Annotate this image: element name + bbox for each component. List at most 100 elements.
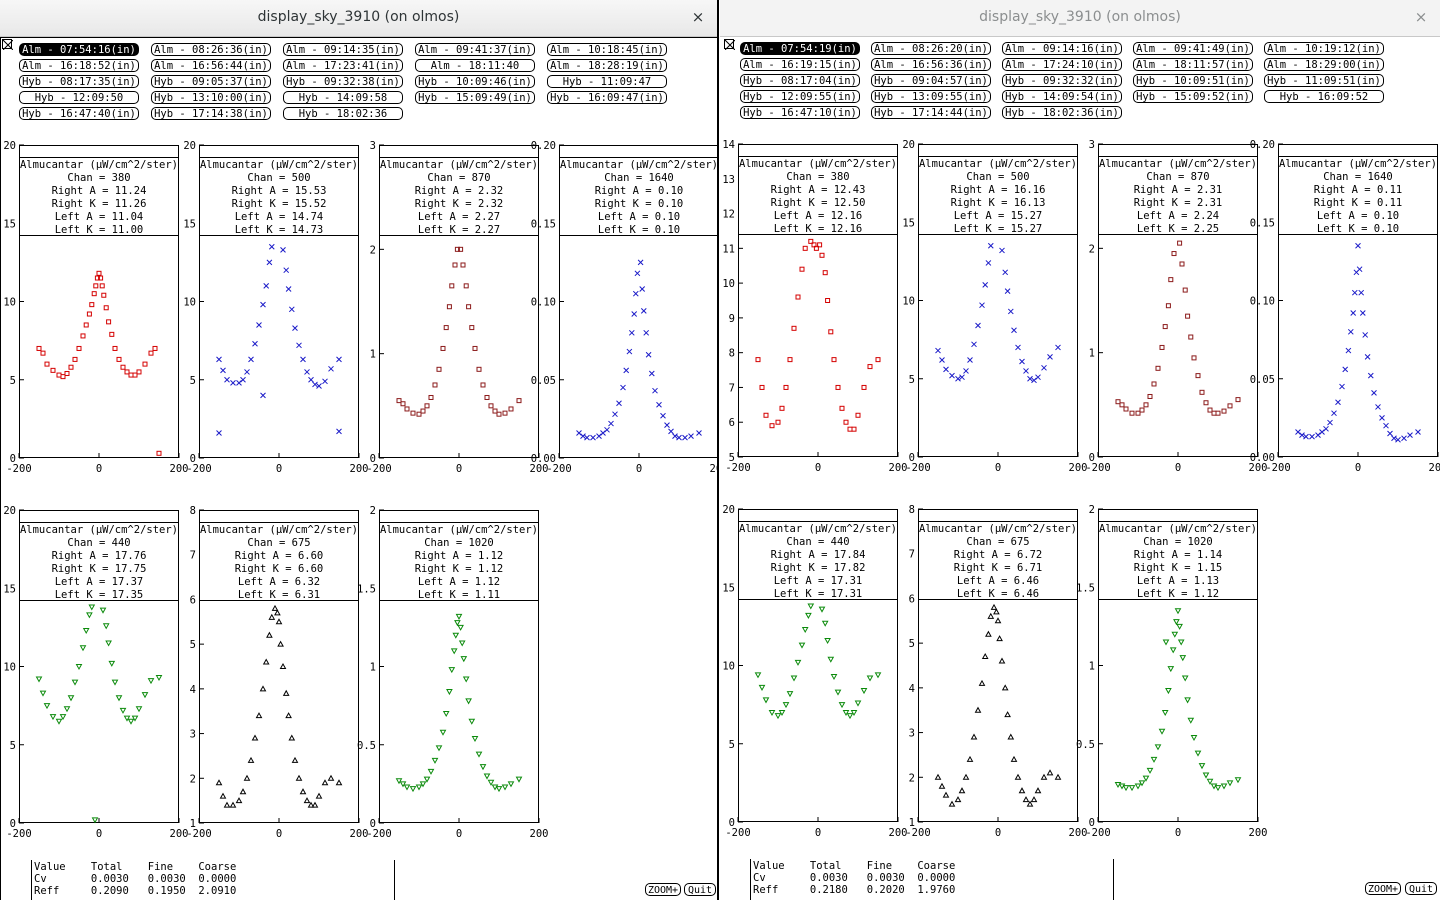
data-point <box>91 291 97 297</box>
quit-button[interactable]: Quit <box>684 883 716 896</box>
scatter-plot[interactable]: 20 15 10 5 0 -200 0 200 Almucantar (µW/cm^2/ster… <box>722 504 907 839</box>
data-point <box>982 281 989 288</box>
scan-button[interactable]: Alm - 16:56:36(in) <box>871 58 991 71</box>
scan-button[interactable]: Alm - 16:56:44(in) <box>151 59 271 72</box>
scan-button[interactable]: Hyb - 14:09:58 <box>283 91 403 104</box>
x-tick-label: 0 <box>995 827 1001 839</box>
legend-left-a: Left A = 1.13 <box>1137 575 1219 587</box>
scan-button[interactable]: Alm - 17:24:10(in) <box>1002 58 1122 71</box>
scan-button[interactable]: Hyb - 16:47:10(in) <box>740 106 860 119</box>
scan-button[interactable]: Hyb - 14:09:54(in) <box>1002 90 1122 103</box>
data-point <box>135 706 143 713</box>
scatter-plot[interactable]: 3 2 1 0 -200 0 200 Almucantar (µW/cm^2/ster) Cha… <box>366 140 548 475</box>
scan-button[interactable]: Alm - 18:11:57(in) <box>1133 58 1253 71</box>
scan-button[interactable]: Hyb - 09:04:57(in) <box>871 74 991 87</box>
legend-right-a: Right A = 2.31 <box>1134 184 1223 196</box>
scan-button[interactable]: Hyb - 18:02:36(in) <box>1002 106 1122 119</box>
legend-box <box>19 157 179 236</box>
scan-button[interactable]: Alm - 18:11:40 <box>415 59 535 72</box>
data-point <box>295 774 303 781</box>
y-tick-label: 5 <box>190 639 196 651</box>
scan-button[interactable]: Hyb - 16:09:47(in) <box>547 91 667 104</box>
scan-button[interactable]: Hyb - 12:09:50 <box>19 91 139 104</box>
scan-button[interactable]: Alm - 08:26:20(in) <box>871 42 991 55</box>
data-point <box>962 773 970 780</box>
scan-button[interactable]: Hyb - 09:32:32(in) <box>1002 74 1122 87</box>
scan-button[interactable]: Alm - 10:18:45(in) <box>547 43 667 56</box>
scan-button[interactable]: Alm - 16:19:15(in) <box>740 58 860 71</box>
scatter-plot[interactable]: 8 7 6 5 4 3 2 1 -200 0 200 Almucantar (µW/cm^2/ster… <box>186 505 368 840</box>
legend-label: Almucantar (µW/cm^2/ster) <box>1099 523 1257 535</box>
scan-button[interactable]: Hyb - 11:09:51(in) <box>1264 74 1384 87</box>
scan-button[interactable]: Hyb - 12:09:55(in) <box>740 90 860 103</box>
data-point <box>824 637 831 644</box>
scan-button[interactable]: Alm - 17:23:41(in) <box>283 59 403 72</box>
scan-button[interactable]: Hyb - 08:17:35(in) <box>19 75 139 88</box>
scan-button[interactable]: Alm - 18:29:00(in) <box>1264 58 1384 71</box>
scatter-plot[interactable]: 8 7 6 5 4 3 2 1 -200 0 200 Almucantar (µW/cm^2/ster… <box>905 504 1087 839</box>
scatter-plot[interactable]: 14 13 12 11 10 9 8 7 6 5 -200 0 200 Almucantar (µW/cm… <box>722 139 907 474</box>
stats-row-reff: Reff 0.2090 0.1950 2.0910 <box>34 885 237 897</box>
scatter-plot[interactable]: 20 15 10 5 0 -200 0 200 Almucantar (µW/cm^2/ster… <box>3 505 188 840</box>
data-point <box>974 706 982 713</box>
y-tick-label: 1.5 <box>357 583 376 595</box>
scan-button[interactable]: Hyb - 17:14:38(in) <box>151 107 271 120</box>
close-icon[interactable]: × <box>1414 8 1428 26</box>
scan-button[interactable]: Alm - 09:14:35(in) <box>283 43 403 56</box>
data-point <box>255 712 263 719</box>
scan-button[interactable]: Hyb - 08:17:04(in) <box>740 74 860 87</box>
stats-row-cv: Cv 0.0030 0.0030 0.0000 <box>753 872 956 884</box>
scatter-plot[interactable]: 2 1.5 1 0.5 0 -200 0 200 Almucantar (µW/cm^2/ste… <box>1076 504 1267 839</box>
data-point <box>436 366 442 372</box>
y-tick-label: 10 <box>3 297 16 309</box>
scan-button[interactable]: Alm - 08:26:36(in) <box>151 43 271 56</box>
data-point <box>244 369 250 375</box>
scan-button[interactable]: Hyb - 17:14:44(in) <box>871 106 991 119</box>
stats-header: Value Total Fine Coarse <box>753 860 956 872</box>
scan-button[interactable]: Alm - 07:54:16(in) <box>19 43 139 56</box>
close-icon[interactable]: × <box>691 8 705 26</box>
scan-button[interactable]: Hyb - 09:32:38(in) <box>283 75 403 88</box>
scan-button[interactable]: Hyb - 15:09:49(in) <box>415 91 535 104</box>
data-point <box>409 786 417 793</box>
corner-x-icon[interactable] <box>2 39 13 50</box>
title-bar[interactable]: display_sky_3910 (on olmos) × <box>0 0 717 37</box>
data-point <box>501 784 509 791</box>
scan-button[interactable]: Hyb - 16:47:40(in) <box>19 107 139 120</box>
plot-svg: 8 7 6 5 4 3 2 1-200 0 200 Almucantar (µW/cm^2/ster… <box>905 504 1087 839</box>
scan-button[interactable]: Alm - 09:41:37(in) <box>415 43 535 56</box>
data-point <box>1162 639 1170 646</box>
scan-button[interactable]: Alm - 16:18:52(in) <box>19 59 139 72</box>
zoom-button[interactable]: ZOOM+ <box>1365 882 1401 895</box>
scan-button[interactable]: Alm - 09:14:16(in) <box>1002 42 1122 55</box>
scatter-plot[interactable]: 0.20 0.15 0.10 0.05 0.00-200 0 200 Almucantar (… <box>1250 139 1440 474</box>
scan-button[interactable]: Hyb - 16:09:52 <box>1264 90 1384 103</box>
title-bar[interactable]: display_sky_3910 (on olmos) × <box>720 0 1440 37</box>
scan-button[interactable]: Hyb - 10:09:46(in) <box>415 75 535 88</box>
data-point <box>496 411 502 417</box>
scan-button[interactable]: Alm - 07:54:19(in) <box>740 42 860 55</box>
quit-button[interactable]: Quit <box>1405 882 1437 895</box>
scatter-plot[interactable]: 20 15 10 5 0 -200 0 200 Almucantar (µW/cm^2/ster… <box>183 140 368 475</box>
scan-button[interactable]: Hyb - 18:02:36 <box>283 107 403 120</box>
scan-button[interactable]: Hyb - 09:05:37(in) <box>151 75 271 88</box>
scatter-plot[interactable]: 3 2 1 0 -200 0 200 Almucantar (µW/cm^2/ster) Cha… <box>1085 139 1267 474</box>
scatter-plot[interactable]: 2 1.5 1 0.5 0 -200 0 200 Almucantar (µW/cm^2/ste… <box>357 505 548 840</box>
y-tick-label: 0.00 <box>1250 452 1275 464</box>
scan-button[interactable]: Hyb - 10:09:51(in) <box>1133 74 1253 87</box>
zoom-button[interactable]: ZOOM+ <box>645 883 681 896</box>
scatter-plot[interactable]: 20 15 10 5 0 -200 0 200 Almucantar (µW/cm^2/ster… <box>3 140 188 475</box>
scan-button[interactable]: Hyb - 13:10:00(in) <box>151 91 271 104</box>
scan-button[interactable]: Hyb - 11:09:47 <box>547 75 667 88</box>
scan-button[interactable]: Alm - 09:41:49(in) <box>1133 42 1253 55</box>
scatter-plot[interactable]: 20 15 10 5 0 -200 0 200 Almucantar (µW/cm^2/ster… <box>902 139 1087 474</box>
scan-button[interactable]: Alm - 18:28:19(in) <box>547 59 667 72</box>
data-point <box>1221 408 1227 414</box>
scan-button[interactable]: Hyb - 15:09:52(in) <box>1133 90 1253 103</box>
corner-x-icon[interactable] <box>724 39 735 50</box>
data-point <box>978 679 986 686</box>
scatter-plot[interactable]: 0.20 0.15 0.10 0.05 0.00-200 0 200 Almucantar (… <box>531 140 717 475</box>
scan-button[interactable]: Hyb - 13:09:55(in) <box>871 90 991 103</box>
scan-button[interactable]: Alm - 10:19:12(in) <box>1264 42 1384 55</box>
